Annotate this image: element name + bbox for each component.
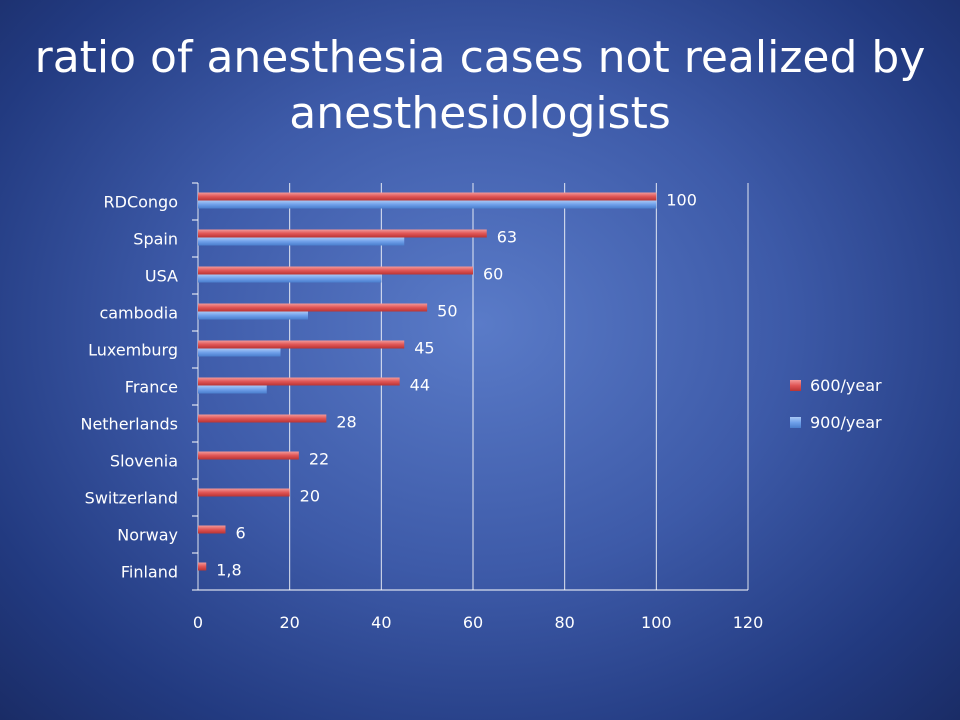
category-label: Switzerland	[85, 489, 178, 508]
bar-600-year	[198, 488, 290, 497]
data-label: 44	[410, 376, 430, 395]
bar-600-year	[198, 303, 428, 312]
category-label: Slovenia	[110, 452, 178, 471]
legend: 600/year 900/year	[790, 376, 882, 432]
x-tick-label: 80	[554, 613, 574, 632]
data-label: 28	[336, 413, 356, 432]
bar-600-year	[198, 340, 405, 349]
category-label: USA	[145, 267, 178, 286]
bar-900-year	[198, 274, 382, 283]
bar-900-year	[198, 200, 657, 209]
data-label: 100	[666, 191, 697, 210]
bar-900-year	[198, 385, 267, 394]
bar-600-year	[198, 377, 400, 386]
x-tick-label: 100	[641, 613, 672, 632]
x-tick-label: 20	[279, 613, 299, 632]
legend-label: 600/year	[810, 376, 882, 395]
x-tick-label: 0	[193, 613, 203, 632]
bar-600-year	[198, 525, 226, 534]
category-label: Finland	[121, 563, 178, 582]
data-label: 22	[309, 450, 329, 469]
x-tick-label: 40	[371, 613, 391, 632]
data-label: 20	[300, 487, 320, 506]
data-label: 60	[483, 265, 503, 284]
category-label: cambodia	[99, 304, 178, 323]
bar-600-year	[198, 562, 207, 571]
legend-label: 900/year	[810, 413, 882, 432]
data-label: 6	[236, 524, 246, 543]
category-label: Spain	[133, 230, 178, 249]
data-label: 45	[414, 339, 434, 358]
bars	[198, 192, 657, 571]
x-tick-label: 60	[463, 613, 483, 632]
bar-600-year	[198, 229, 487, 238]
gridlines	[192, 182, 749, 591]
bar-600-year	[198, 192, 657, 201]
bar-900-year	[198, 237, 405, 246]
bar-600-year	[198, 266, 473, 275]
bar-600-year	[198, 451, 299, 460]
x-tick-label: 120	[733, 613, 764, 632]
bar-900-year	[198, 311, 308, 320]
category-label: Norway	[117, 526, 178, 545]
category-label: RDCongo	[104, 193, 178, 212]
legend-swatch	[790, 417, 801, 428]
category-label: Netherlands	[80, 415, 178, 434]
bar-900-year	[198, 348, 281, 357]
data-label: 50	[437, 302, 457, 321]
data-label: 63	[497, 228, 517, 247]
labels: 0 20 40 60 80 100 120 RDCongo 100 Spain 63 USA 60 cam…	[80, 191, 763, 633]
data-label: 1,8	[216, 561, 241, 580]
category-label: Luxemburg	[88, 341, 178, 360]
bar-600-year	[198, 414, 327, 423]
category-label: France	[125, 378, 178, 397]
chart-title: ratio of anesthesia cases not realized b…	[34, 32, 926, 139]
legend-swatch	[790, 380, 801, 391]
